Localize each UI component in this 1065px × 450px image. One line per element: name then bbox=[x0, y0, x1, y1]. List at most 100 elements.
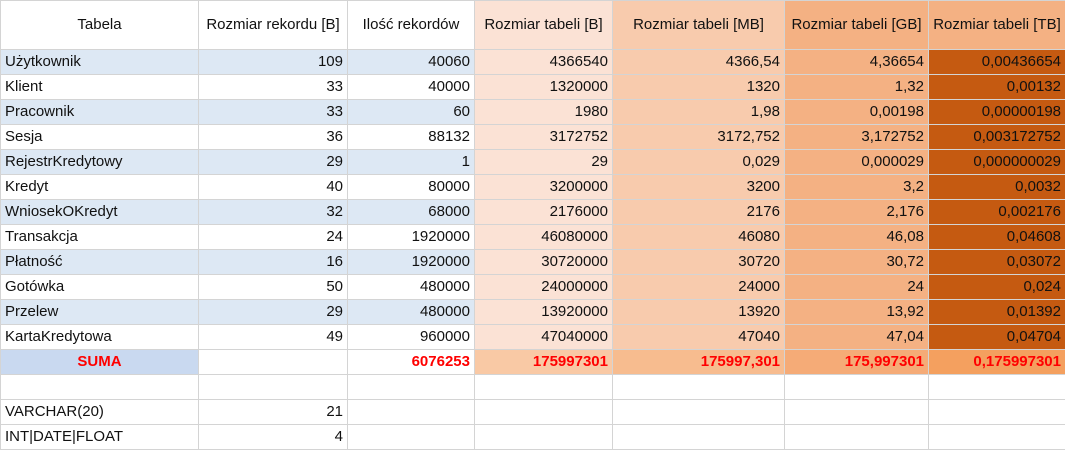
empty-cell[interactable] bbox=[199, 375, 348, 400]
table-value-cell[interactable]: 24000 bbox=[613, 275, 785, 300]
table-value-cell[interactable]: 3200 bbox=[613, 175, 785, 200]
empty-cell[interactable] bbox=[785, 425, 929, 450]
table-value-cell[interactable]: 1920000 bbox=[348, 225, 475, 250]
table-value-cell[interactable]: 24 bbox=[785, 275, 929, 300]
table-value-cell[interactable]: 36 bbox=[199, 125, 348, 150]
table-value-cell[interactable]: 109 bbox=[199, 50, 348, 75]
header-cell-size-b[interactable]: Rozmiar tabeli [B] bbox=[475, 1, 613, 50]
sum-value-cell[interactable]: 175997,301 bbox=[613, 350, 785, 375]
empty-cell[interactable] bbox=[348, 375, 475, 400]
table-value-cell[interactable]: 50 bbox=[199, 275, 348, 300]
table-value-cell[interactable]: 3172,752 bbox=[613, 125, 785, 150]
table-value-cell[interactable]: 3,172752 bbox=[785, 125, 929, 150]
table-value-cell[interactable]: 0,04608 bbox=[929, 225, 1065, 250]
table-value-cell[interactable]: 33 bbox=[199, 100, 348, 125]
header-cell-size-mb[interactable]: Rozmiar tabeli [MB] bbox=[613, 1, 785, 50]
table-value-cell[interactable]: 0,029 bbox=[613, 150, 785, 175]
table-value-cell[interactable]: 30720000 bbox=[475, 250, 613, 275]
table-value-cell[interactable]: 80000 bbox=[348, 175, 475, 200]
header-cell-record-size[interactable]: Rozmiar rekordu [B] bbox=[199, 1, 348, 50]
table-value-cell[interactable]: 47040 bbox=[613, 325, 785, 350]
header-cell-size-gb[interactable]: Rozmiar tabeli [GB] bbox=[785, 1, 929, 50]
table-value-cell[interactable]: 1920000 bbox=[348, 250, 475, 275]
table-name-cell[interactable]: Sesja bbox=[1, 125, 199, 150]
empty-cell[interactable] bbox=[1, 375, 199, 400]
table-name-cell[interactable]: Kredyt bbox=[1, 175, 199, 200]
table-value-cell[interactable]: 60 bbox=[348, 100, 475, 125]
table-value-cell[interactable]: 1 bbox=[348, 150, 475, 175]
table-value-cell[interactable]: 480000 bbox=[348, 300, 475, 325]
table-name-cell[interactable]: Gotówka bbox=[1, 275, 199, 300]
table-value-cell[interactable]: 0,0032 bbox=[929, 175, 1065, 200]
table-value-cell[interactable]: 2176 bbox=[613, 200, 785, 225]
table-value-cell[interactable]: 1320000 bbox=[475, 75, 613, 100]
table-value-cell[interactable]: 40 bbox=[199, 175, 348, 200]
table-value-cell[interactable]: 3,2 bbox=[785, 175, 929, 200]
table-value-cell[interactable]: 13920 bbox=[613, 300, 785, 325]
table-value-cell[interactable]: 30,72 bbox=[785, 250, 929, 275]
table-value-cell[interactable]: 68000 bbox=[348, 200, 475, 225]
header-cell-size-tb[interactable]: Rozmiar tabeli [TB] bbox=[929, 1, 1065, 50]
table-value-cell[interactable]: 16 bbox=[199, 250, 348, 275]
sum-value-cell[interactable]: 0,175997301 bbox=[929, 350, 1065, 375]
sum-label-cell[interactable]: SUMA bbox=[1, 350, 199, 375]
empty-cell[interactable] bbox=[785, 400, 929, 425]
table-name-cell[interactable]: Użytkownik bbox=[1, 50, 199, 75]
table-value-cell[interactable]: 24 bbox=[199, 225, 348, 250]
empty-cell[interactable] bbox=[348, 400, 475, 425]
table-name-cell[interactable]: Płatność bbox=[1, 250, 199, 275]
table-value-cell[interactable]: 0,003172752 bbox=[929, 125, 1065, 150]
empty-cell[interactable] bbox=[929, 400, 1065, 425]
sum-value-cell[interactable] bbox=[199, 350, 348, 375]
type-size-cell[interactable]: 21 bbox=[199, 400, 348, 425]
table-value-cell[interactable]: 4366,54 bbox=[613, 50, 785, 75]
sum-value-cell[interactable]: 6076253 bbox=[348, 350, 475, 375]
empty-cell[interactable] bbox=[929, 375, 1065, 400]
type-size-cell[interactable]: 4 bbox=[199, 425, 348, 450]
table-value-cell[interactable]: 40000 bbox=[348, 75, 475, 100]
table-value-cell[interactable]: 0,04704 bbox=[929, 325, 1065, 350]
table-value-cell[interactable]: 46080000 bbox=[475, 225, 613, 250]
table-name-cell[interactable]: Pracownik bbox=[1, 100, 199, 125]
table-value-cell[interactable]: 49 bbox=[199, 325, 348, 350]
table-value-cell[interactable]: 4366540 bbox=[475, 50, 613, 75]
table-name-cell[interactable]: WniosekOKredyt bbox=[1, 200, 199, 225]
empty-cell[interactable] bbox=[613, 400, 785, 425]
table-name-cell[interactable]: Przelew bbox=[1, 300, 199, 325]
empty-cell[interactable] bbox=[613, 375, 785, 400]
table-value-cell[interactable]: 29 bbox=[475, 150, 613, 175]
table-value-cell[interactable]: 1,98 bbox=[613, 100, 785, 125]
table-value-cell[interactable]: 0,002176 bbox=[929, 200, 1065, 225]
type-name-cell[interactable]: VARCHAR(20) bbox=[1, 400, 199, 425]
table-value-cell[interactable]: 0,01392 bbox=[929, 300, 1065, 325]
table-value-cell[interactable]: 32 bbox=[199, 200, 348, 225]
table-value-cell[interactable]: 480000 bbox=[348, 275, 475, 300]
table-value-cell[interactable]: 2,176 bbox=[785, 200, 929, 225]
table-value-cell[interactable]: 4,36654 bbox=[785, 50, 929, 75]
table-value-cell[interactable]: 0,03072 bbox=[929, 250, 1065, 275]
table-value-cell[interactable]: 13920000 bbox=[475, 300, 613, 325]
table-value-cell[interactable]: 0,00000198 bbox=[929, 100, 1065, 125]
table-value-cell[interactable]: 0,000000029 bbox=[929, 150, 1065, 175]
empty-cell[interactable] bbox=[475, 375, 613, 400]
empty-cell[interactable] bbox=[348, 425, 475, 450]
table-value-cell[interactable]: 1980 bbox=[475, 100, 613, 125]
header-cell-record-count[interactable]: Ilość rekordów bbox=[348, 1, 475, 50]
table-value-cell[interactable]: 0,000029 bbox=[785, 150, 929, 175]
table-value-cell[interactable]: 29 bbox=[199, 300, 348, 325]
table-name-cell[interactable]: RejestrKredytowy bbox=[1, 150, 199, 175]
empty-cell[interactable] bbox=[613, 425, 785, 450]
empty-cell[interactable] bbox=[475, 425, 613, 450]
empty-cell[interactable] bbox=[475, 400, 613, 425]
table-value-cell[interactable]: 13,92 bbox=[785, 300, 929, 325]
table-value-cell[interactable]: 3200000 bbox=[475, 175, 613, 200]
table-value-cell[interactable]: 1,32 bbox=[785, 75, 929, 100]
table-name-cell[interactable]: Klient bbox=[1, 75, 199, 100]
table-value-cell[interactable]: 0,00198 bbox=[785, 100, 929, 125]
type-name-cell[interactable]: INT|DATE|FLOAT bbox=[1, 425, 199, 450]
header-cell-tabela[interactable]: Tabela bbox=[1, 1, 199, 50]
sum-value-cell[interactable]: 175997301 bbox=[475, 350, 613, 375]
table-value-cell[interactable]: 1320 bbox=[613, 75, 785, 100]
empty-cell[interactable] bbox=[785, 375, 929, 400]
table-value-cell[interactable]: 46,08 bbox=[785, 225, 929, 250]
